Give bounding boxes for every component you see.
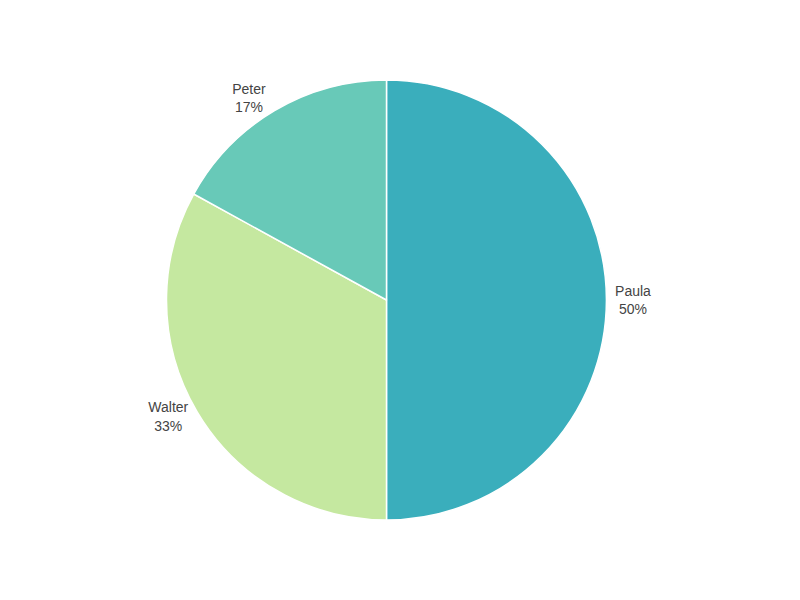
svg-text:Peter17%: Peter17% — [232, 81, 266, 115]
svg-text:Paula50%: Paula50% — [615, 283, 651, 317]
svg-text:Walter33%: Walter33% — [148, 399, 188, 433]
